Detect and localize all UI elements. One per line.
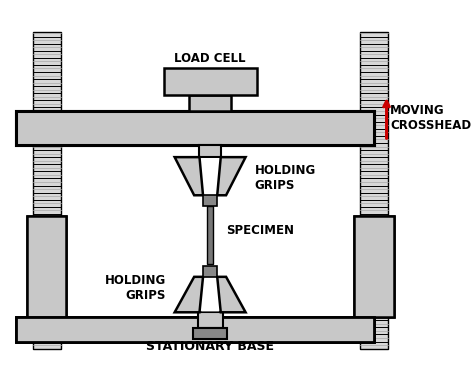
Bar: [16, 111, 374, 145]
Bar: [16, 317, 374, 341]
Bar: [198, 312, 222, 328]
Bar: [164, 69, 257, 95]
Bar: [16, 317, 374, 341]
Bar: [27, 216, 66, 317]
Polygon shape: [217, 157, 246, 195]
Bar: [16, 111, 374, 145]
Bar: [354, 216, 393, 317]
Bar: [203, 266, 217, 277]
Bar: [354, 216, 393, 317]
Polygon shape: [174, 157, 203, 195]
Polygon shape: [201, 158, 219, 191]
Text: LOAD CELL: LOAD CELL: [174, 52, 246, 65]
Bar: [193, 328, 227, 339]
Text: SPECIMEN: SPECIMEN: [226, 224, 294, 237]
Polygon shape: [174, 277, 203, 312]
Bar: [27, 216, 66, 317]
Bar: [33, 32, 61, 349]
Bar: [189, 95, 231, 111]
Bar: [200, 145, 221, 157]
Text: MOVING
CROSSHEAD: MOVING CROSSHEAD: [390, 104, 471, 132]
Bar: [360, 32, 388, 349]
Text: STATIONARY BASE: STATIONARY BASE: [146, 340, 274, 353]
Text: HOLDING
GRIPS: HOLDING GRIPS: [255, 164, 316, 193]
Text: HOLDING
GRIPS: HOLDING GRIPS: [105, 274, 166, 302]
Polygon shape: [217, 277, 246, 312]
Polygon shape: [201, 281, 219, 312]
Bar: [203, 195, 217, 206]
Bar: [208, 206, 213, 263]
